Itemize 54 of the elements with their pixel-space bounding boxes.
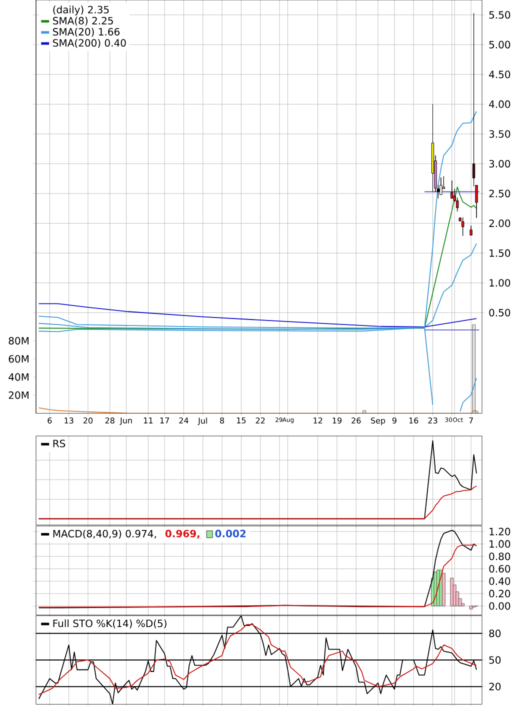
x-tick-label: 23 <box>428 417 438 424</box>
legend-label: 0.002 <box>215 530 246 538</box>
y-tick-label: 1.50 <box>490 249 510 257</box>
x-tick-label: 16 <box>409 417 418 424</box>
y2-tick-label: 60M <box>8 355 28 363</box>
x-tick-label: 7 <box>469 417 473 424</box>
legend-label: MACD(8,40,9) 0.974, <box>53 530 156 539</box>
y2-tick-label: 80M <box>8 336 28 345</box>
x-tick-label: 17 <box>160 417 170 424</box>
x-tick-label: 13 <box>64 417 74 424</box>
y-tick-label: 0.00 <box>489 602 510 610</box>
y-tick-label: 50 <box>489 656 501 664</box>
x-tick-label: 24 <box>179 417 188 424</box>
x-tick-label: 12 <box>314 417 322 424</box>
y-tick-label: 0.80 <box>489 552 510 560</box>
x-tick-label: 6 <box>48 417 52 424</box>
y-tick-label: 0.60 <box>489 564 510 573</box>
legend-title: (daily) 2.35 <box>53 6 109 16</box>
x-tick-label: 9 <box>392 417 396 424</box>
x-tick-label: 8 <box>220 417 224 424</box>
x-tick-label: Jul <box>198 418 207 426</box>
y-tick-label: 3.00 <box>489 160 510 168</box>
y-tick-label: 1.00 <box>490 540 510 548</box>
y-tick-label: 1.20 <box>490 528 510 536</box>
y-tick-label: 80 <box>489 630 501 638</box>
legend-label: SMA(200) 0.40 <box>53 38 126 48</box>
legend-label: Full STO %K(14) %D(5) <box>53 619 166 628</box>
legend-label: RS <box>53 440 66 448</box>
x-tick-label: 22 <box>256 417 265 424</box>
text: 0.969, <box>165 530 200 539</box>
y-tick-label: 0.20 <box>489 590 510 598</box>
legend-label: SMA(8) 2.25 <box>53 16 113 26</box>
y-tick-label: 20 <box>489 682 501 690</box>
y-tick-label: 3.50 <box>489 130 510 138</box>
y-tick-label: 0.40 <box>489 577 510 585</box>
x-tick-label: 11 <box>144 417 153 424</box>
y-tick-label: 2.50 <box>489 190 510 198</box>
x-tick-label: 20 <box>83 417 93 424</box>
y-tick-label: 0.50 <box>489 308 510 316</box>
y2-tick-label: 40M <box>8 373 28 381</box>
x-tick-label: 19 <box>332 417 342 424</box>
y2-tick-label: 20M <box>8 391 28 399</box>
x-tick-label: 15 <box>237 417 246 424</box>
x-tick-label: 26 <box>352 417 361 424</box>
y-tick-label: 1.00 <box>490 279 510 287</box>
y-tick-label: 2.00 <box>489 220 510 228</box>
y-tick-label: 4.50 <box>489 70 510 78</box>
y-tick-label: 5.00 <box>489 40 510 48</box>
legend-label: SMA(20) 1.66 <box>53 28 120 37</box>
y-tick-label: 5.50 <box>489 11 510 19</box>
x-tick-label: Sep <box>371 417 386 426</box>
x-tick-label: Jun <box>120 417 132 425</box>
x-tick-label: 28 <box>105 417 114 424</box>
y-tick-label: 4.00 <box>489 100 510 108</box>
